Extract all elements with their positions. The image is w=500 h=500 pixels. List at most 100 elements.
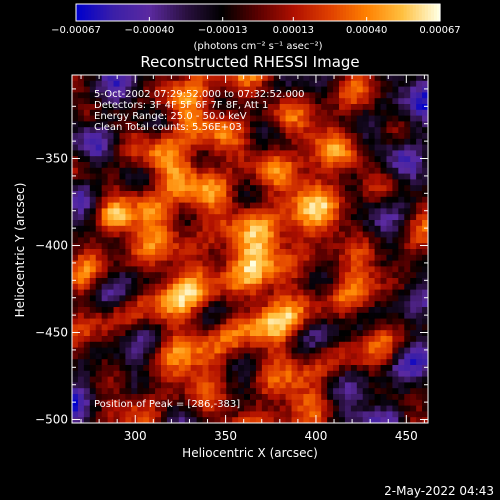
heatmap-cell [119, 138, 126, 145]
heatmap-cell [255, 376, 263, 383]
heatmap-cell [261, 80, 269, 87]
heatmap-cell [279, 156, 286, 163]
heatmap-cell [208, 324, 215, 331]
heatmap-cell [285, 324, 292, 331]
heatmap-cell [410, 353, 417, 360]
heatmap-cell [208, 127, 215, 134]
heatmap-cell [339, 243, 346, 250]
heatmap-cell [309, 133, 316, 140]
heatmap-cell [89, 382, 97, 389]
heatmap-cell [398, 388, 405, 395]
heatmap-cell [285, 295, 292, 302]
heatmap-cell [344, 370, 352, 377]
heatmap-cell [137, 324, 144, 331]
heatmap-cell [380, 307, 387, 314]
heatmap-cell [113, 150, 120, 157]
heatmap-cell [404, 208, 411, 215]
heatmap-cell [404, 272, 411, 279]
heatmap-cell [143, 150, 150, 157]
heatmap-cell [339, 208, 346, 215]
heatmap-cell [410, 272, 417, 279]
heatmap-cell [72, 196, 79, 203]
heatmap-cell [333, 382, 340, 389]
heatmap-cell [279, 295, 286, 302]
heatmap-cell [161, 104, 168, 111]
heatmap-cell [321, 92, 328, 99]
colorbar-swatch [315, 4, 320, 21]
heatmap-cell [131, 225, 138, 232]
colorbar-swatch [185, 4, 189, 21]
heatmap-cell [267, 341, 275, 348]
heatmap-cell [226, 347, 233, 354]
heatmap-cell [380, 191, 387, 198]
heatmap-cell [380, 231, 387, 238]
heatmap-cell [297, 121, 304, 128]
heatmap-cell [232, 225, 239, 232]
heatmap-cell [327, 388, 334, 395]
heatmap-cell [374, 138, 381, 145]
heatmap-cell [77, 376, 85, 383]
heatmap-cell [125, 336, 132, 343]
heatmap-cell [190, 283, 197, 290]
heatmap-cell [356, 365, 364, 372]
heatmap-cell [155, 156, 162, 163]
heatmap-cell [285, 370, 292, 377]
colorbar-swatch [91, 4, 95, 21]
heatmap-cell [226, 185, 233, 192]
heatmap-cell [202, 243, 209, 250]
heatmap-cell [172, 214, 180, 221]
heatmap-cell [368, 399, 375, 406]
heatmap-cell [261, 121, 269, 128]
heatmap-cell [309, 162, 316, 169]
heatmap-cell [238, 214, 245, 221]
heatmap-cell [321, 75, 328, 82]
heatmap-cell [362, 411, 370, 418]
heatmap-cell [166, 86, 174, 93]
heatmap-cell [303, 80, 310, 87]
heatmap-cell [226, 411, 233, 418]
heatmap-cell [137, 359, 144, 366]
heatmap-cell [220, 173, 227, 180]
heatmap-cell [161, 191, 168, 198]
heatmap-cell [273, 109, 281, 116]
heatmap-cell [291, 283, 298, 290]
heatmap-cell [279, 214, 286, 221]
heatmap-cell [101, 399, 108, 406]
heatmap-cell [72, 179, 79, 186]
heatmap-cell [125, 121, 132, 128]
heatmap-cell [386, 80, 393, 87]
heatmap-cell [184, 231, 192, 238]
heatmap-cell [113, 185, 120, 192]
heatmap-cell [131, 121, 138, 128]
heatmap-cell [184, 365, 192, 372]
heatmap-cell [184, 301, 192, 308]
heatmap-cell [410, 243, 417, 250]
heatmap-cell [250, 254, 257, 261]
colorbar-swatch [242, 4, 247, 21]
heatmap-cell [398, 324, 405, 331]
heatmap-cell [321, 359, 328, 366]
heatmap-cell [250, 272, 257, 279]
heatmap-cell [315, 202, 322, 209]
heatmap-cell [101, 318, 108, 325]
heatmap-cell [380, 104, 387, 111]
heatmap-cell [350, 225, 358, 232]
heatmap-cell [297, 388, 304, 395]
heatmap-cell [380, 394, 387, 401]
heatmap-cell [77, 162, 85, 169]
colorbar-swatch [327, 4, 332, 21]
heatmap-cell [344, 167, 352, 174]
heatmap-cell [392, 417, 399, 424]
heatmap-cell [119, 185, 126, 192]
heatmap-cell [279, 341, 286, 348]
heatmap-cell [89, 202, 97, 209]
heatmap-cell [190, 347, 197, 354]
heatmap-cell [309, 237, 316, 244]
heatmap-cell [368, 318, 375, 325]
heatmap-cell [95, 394, 103, 401]
heatmap-cell [178, 167, 186, 174]
heatmap-cell [196, 214, 203, 221]
heatmap-cell [113, 295, 120, 302]
heatmap-cell [149, 388, 156, 395]
heatmap-cell [356, 75, 364, 82]
